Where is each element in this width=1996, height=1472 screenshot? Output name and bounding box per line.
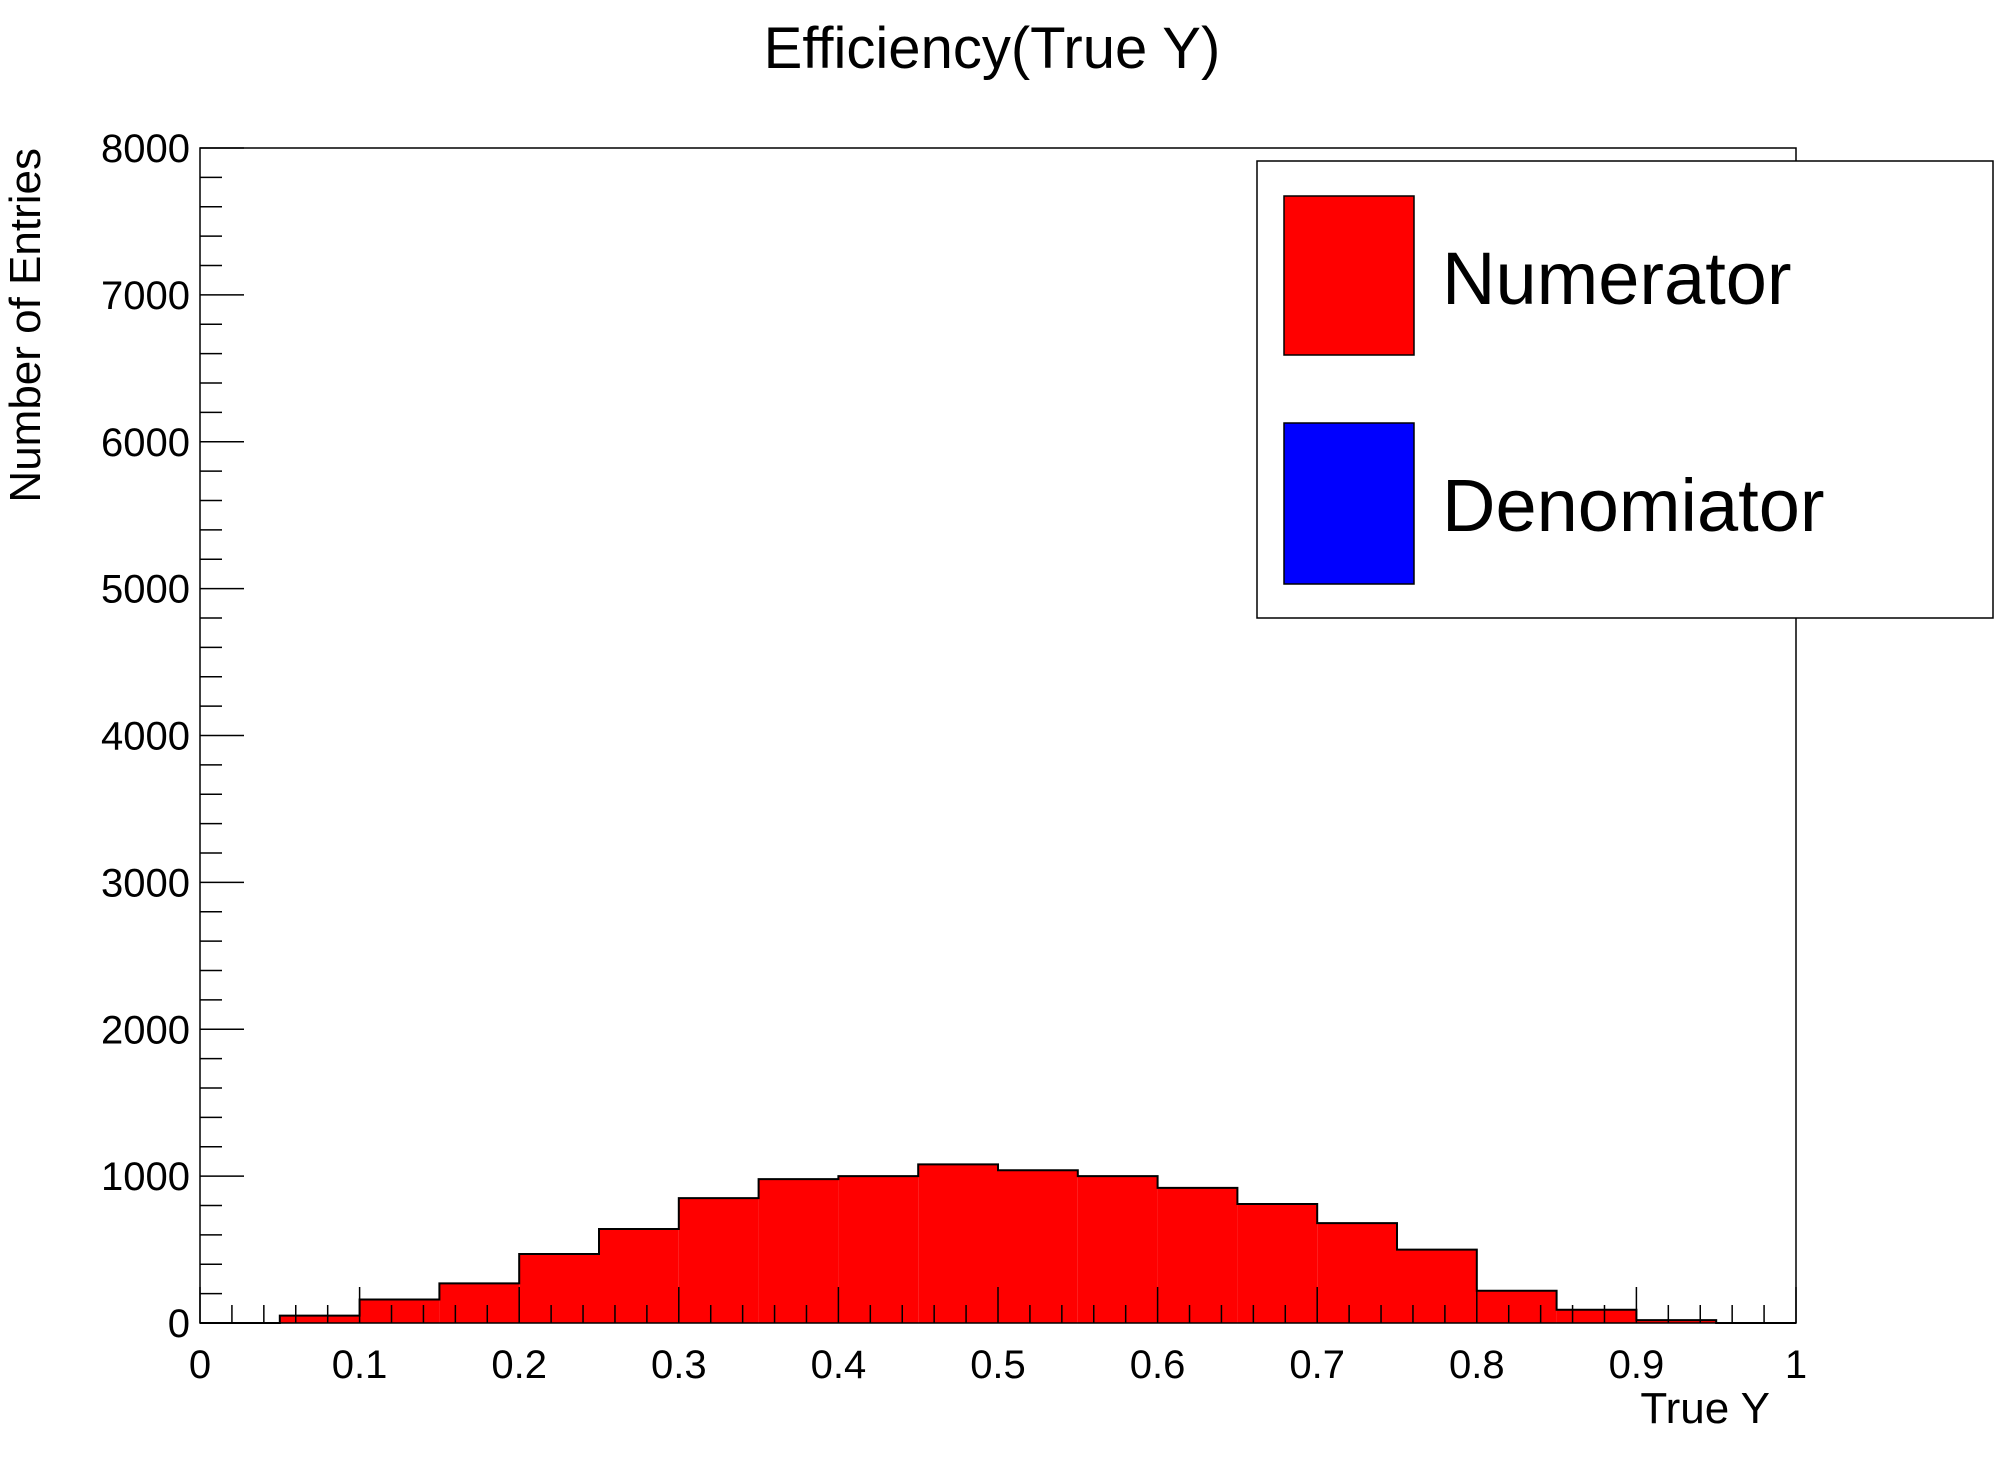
histogram-bar (998, 1170, 1078, 1323)
y-axis-label: Number of Entries (1, 148, 50, 503)
histogram-bar (758, 1179, 839, 1323)
y-tick-label: 3000 (101, 861, 190, 905)
histogram-bar (519, 1253, 599, 1323)
histogram-bar (1317, 1223, 1397, 1323)
x-axis-label: True Y (1640, 1384, 1770, 1433)
histogram-bar (279, 1315, 360, 1323)
x-tick-label: 0.5 (970, 1343, 1026, 1387)
histogram-bar (918, 1164, 998, 1323)
histogram-bar (1237, 1204, 1318, 1323)
y-tick-label: 0 (168, 1302, 190, 1346)
histogram-bar (678, 1198, 759, 1323)
y-tick-label: 6000 (101, 421, 190, 465)
histogram-bar (1077, 1176, 1158, 1323)
legend: Numerator Denomiator (1256, 160, 1994, 619)
y-tick-label: 2000 (101, 1008, 190, 1052)
x-tick-label: 0.4 (811, 1343, 867, 1387)
x-tick-label: 0.1 (332, 1343, 388, 1387)
x-tick-label: 0.6 (1130, 1343, 1186, 1387)
y-axis: 0 1000 2000 3000 4000 5000 6000 7000 8000 (101, 127, 244, 1346)
y-tick-label: 4000 (101, 715, 190, 759)
histogram-bar (1636, 1320, 1717, 1323)
x-tick-label: 0.9 (1609, 1343, 1665, 1387)
x-tick-label: 0.7 (1289, 1343, 1345, 1387)
y-tick-label: 7000 (101, 274, 190, 318)
legend-swatch-numerator (1283, 195, 1415, 356)
chart-title: Efficiency(True Y) (764, 16, 1221, 81)
x-tick-label: 1 (1785, 1343, 1807, 1387)
x-tick-label: 0.8 (1449, 1343, 1505, 1387)
legend-swatch-denominator (1283, 422, 1415, 585)
x-tick-label: 0.2 (491, 1343, 547, 1387)
histogram-bar (1556, 1309, 1637, 1323)
histogram-bars (200, 1163, 1796, 1324)
y-tick-label: 1000 (101, 1155, 190, 1199)
y-tick-label: 8000 (101, 127, 190, 171)
legend-label-numerator: Numerator (1442, 237, 1792, 320)
histogram-bar (359, 1299, 440, 1323)
x-axis: 0 0.1 0.2 0.3 0.4 0.5 0.6 0.7 0.8 0.9 1 (189, 1287, 1807, 1387)
histogram-bar (1397, 1249, 1477, 1323)
histogram-outline (200, 1163, 1796, 1324)
y-tick-label: 5000 (101, 568, 190, 612)
histogram-bar (439, 1283, 520, 1323)
legend-label-denominator: Denomiator (1442, 464, 1825, 547)
x-tick-label: 0 (189, 1343, 211, 1387)
histogram-bar (599, 1229, 679, 1323)
x-tick-label: 0.3 (651, 1343, 707, 1387)
histogram-bar (838, 1176, 919, 1323)
histogram-bar (1476, 1290, 1557, 1323)
histogram-bar (1157, 1187, 1238, 1323)
